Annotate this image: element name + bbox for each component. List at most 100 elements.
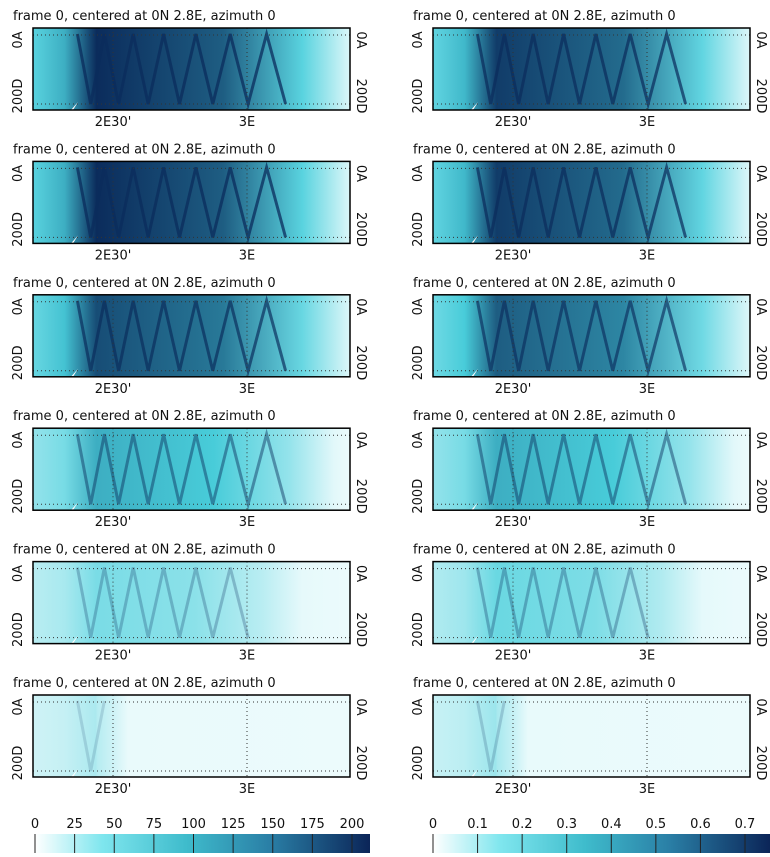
x-tick-label: 3E [239,115,256,130]
panel-title: frame 0, centered at 0N 2.8E, azimuth 0 [413,276,676,291]
colorbar-tick-label: 125 [221,817,246,832]
panel: frame 0, centered at 0N 2.8E, azimuth 0 0… [411,543,768,664]
panel-title: frame 0, centered at 0N 2.8E, azimuth 0 [13,9,276,24]
y-label-bottom: 200D [753,345,768,380]
seabed-mask [33,235,78,244]
y-label-bottom: 200D [411,79,426,114]
y-label-top: 0A [411,298,426,315]
x-tick-label: 2E30' [495,649,532,664]
panel-frame [32,294,351,378]
y-label-top: 0A [411,165,426,182]
panel-frame [32,160,351,245]
panel-title: frame 0, centered at 0N 2.8E, azimuth 0 [13,142,276,157]
ray-pattern [475,567,650,638]
heatmap [33,161,350,244]
colorbar-tick-label: 0.3 [556,817,577,832]
heatmap [433,695,750,777]
seabed-mask [433,235,478,244]
ray-pattern [75,28,288,110]
x-tick-label: 2E30' [495,248,532,263]
panel: frame 0, centered at 0N 2.8E, azimuth 0 0… [411,142,768,263]
x-tick-label: 2E30' [495,515,532,530]
y-label-bottom: 200D [411,612,426,647]
colorbar-gradient [35,834,370,853]
y-label-top: 0A [753,432,768,449]
panel-title: frame 0, centered at 0N 2.8E, azimuth 0 [413,543,676,558]
colorbar-tick-label: 0 [429,817,437,832]
panel: frame 0, centered at 0N 2.8E, azimuth 0 0… [11,543,368,664]
y-label-bottom: 200D [411,212,426,247]
heatmap [433,294,750,377]
colorbar-tick-label: 0.6 [690,817,711,832]
ray-pattern [75,700,106,772]
colorbar: 0 0.1 0.2 0.3 0.4 0.5 0.6 0.7 [429,817,770,853]
panel-title: frame 0, centered at 0N 2.8E, azimuth 0 [413,676,676,691]
x-tick-label: 3E [639,649,656,664]
colorbar-tick-label: 175 [300,817,325,832]
colorbar-tick-label: 50 [106,817,123,832]
panel-title: frame 0, centered at 0N 2.8E, azimuth 0 [413,142,676,157]
heatmap [433,161,750,244]
panel-frame [432,294,751,378]
y-label-top: 0A [11,298,26,315]
y-label-top: 0A [353,565,368,582]
y-label-top: 0A [353,31,368,48]
x-tick-label: 2E30' [495,115,532,130]
x-tick-label: 2E30' [95,115,132,130]
y-label-bottom: 200D [411,479,426,514]
y-label-bottom: 200D [353,612,368,647]
x-tick-label: 2E30' [95,248,132,263]
panel-frame [432,160,751,245]
y-label-bottom: 200D [753,612,768,647]
x-tick-label: 3E [239,649,256,664]
panel-title: frame 0, centered at 0N 2.8E, azimuth 0 [13,276,276,291]
panel-title: frame 0, centered at 0N 2.8E, azimuth 0 [13,409,276,424]
x-tick-label: 3E [239,248,256,263]
y-label-bottom: 200D [753,746,768,781]
y-label-bottom: 200D [353,479,368,514]
panel-frame [32,560,351,645]
y-label-bottom: 200D [353,212,368,247]
y-label-bottom: 200D [11,79,26,114]
x-tick-label: 2E30' [95,515,132,530]
panel: frame 0, centered at 0N 2.8E, azimuth 0 0… [11,676,368,797]
ray-pattern [475,428,688,511]
y-label-bottom: 200D [753,79,768,114]
y-label-top: 0A [753,298,768,315]
colorbar-tick-label: 0.1 [467,817,488,832]
y-label-bottom: 200D [753,479,768,514]
seabed-mask [433,102,478,110]
panel-frame [32,27,351,111]
x-tick-label: 3E [639,115,656,130]
ray-pattern [75,428,288,511]
panel-title: frame 0, centered at 0N 2.8E, azimuth 0 [413,9,676,24]
panel-frame [32,427,351,511]
y-label-bottom: 200D [753,212,768,247]
ray-pattern [475,295,688,377]
panel: frame 0, centered at 0N 2.8E, azimuth 0 0… [411,276,768,397]
y-label-top: 0A [753,31,768,48]
colorbar-tick-label: 75 [146,817,163,832]
heatmap [33,294,350,377]
y-label-bottom: 200D [11,479,26,514]
y-label-top: 0A [353,432,368,449]
heatmap [433,561,750,644]
ray-pattern [475,28,688,110]
y-label-top: 0A [753,565,768,582]
y-label-bottom: 200D [411,345,426,380]
panel-title: frame 0, centered at 0N 2.8E, azimuth 0 [13,676,276,691]
y-label-top: 0A [353,165,368,182]
heatmap [33,695,350,777]
ray-pattern [475,700,506,772]
panel: frame 0, centered at 0N 2.8E, azimuth 0 0… [11,276,368,397]
x-tick-label: 3E [639,248,656,263]
x-tick-label: 3E [639,382,656,397]
colorbar-gradient [433,834,770,853]
y-label-top: 0A [411,432,426,449]
panel: frame 0, centered at 0N 2.8E, azimuth 0 0… [411,409,768,530]
panel-frame [432,427,751,511]
colorbar-tick-label: 0.5 [646,817,667,832]
colorbar: 0 25 50 75 100 125 150 175 200 [31,817,370,853]
heatmap [33,28,350,110]
y-label-top: 0A [411,31,426,48]
